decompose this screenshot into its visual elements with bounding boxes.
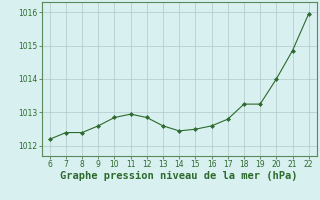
X-axis label: Graphe pression niveau de la mer (hPa): Graphe pression niveau de la mer (hPa) (60, 171, 298, 181)
